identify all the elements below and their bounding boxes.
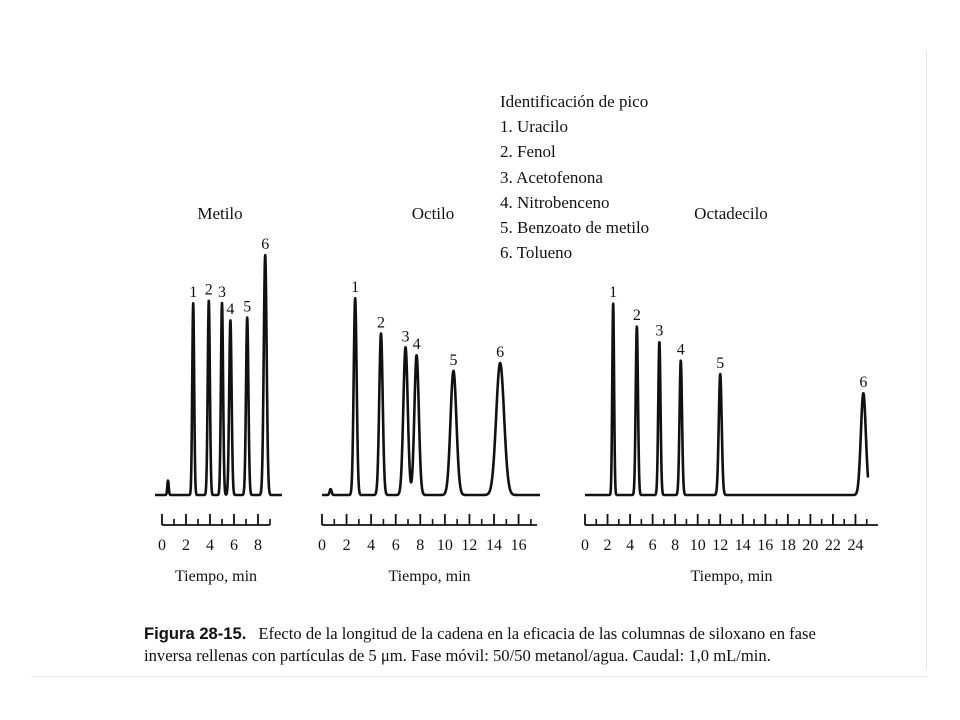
legend-title: Identificación de pico	[500, 92, 649, 111]
legend-item: 3. Acetofenona	[500, 167, 603, 187]
x-axis-label: Tiempo, min	[690, 568, 772, 585]
tick-label: 14	[735, 537, 751, 554]
peak-label: 5	[716, 355, 724, 372]
peak-label: 4	[413, 336, 421, 353]
panel-title: Metilo	[197, 204, 242, 223]
legend-item: 2. Fenol	[500, 142, 556, 162]
tick-label: 6	[230, 537, 238, 554]
x-axis-label: Tiempo, min	[388, 568, 470, 585]
tick-label: 18	[780, 537, 796, 554]
slide-edge-divider	[926, 50, 927, 670]
chromatogram-trace	[320, 296, 542, 497]
peak-label: 1	[189, 284, 197, 301]
peak-label: 6	[261, 236, 269, 253]
tick-label: 6	[649, 537, 657, 554]
slide-bottom-divider	[30, 676, 926, 677]
chromatogram-trace	[153, 253, 284, 497]
peak-label: 2	[205, 282, 213, 299]
panel-title: Octilo	[412, 204, 455, 223]
peak-label: 3	[655, 322, 663, 339]
tick-label: 12	[712, 537, 728, 554]
tick-label: 14	[486, 537, 502, 554]
tick-label: 8	[416, 537, 424, 554]
peak-label: 6	[496, 344, 504, 361]
peak-label: 3	[218, 284, 226, 301]
peak-label: 1	[609, 284, 617, 301]
x-axis-label: Tiempo, min	[175, 568, 257, 585]
peak-label: 4	[226, 301, 234, 318]
tick-label: 4	[626, 537, 634, 554]
peak-label: 1	[351, 279, 359, 296]
panel-title: Octadecilo	[694, 204, 768, 223]
tick-label: 4	[206, 537, 214, 554]
legend-item: 6. Tolueno	[500, 243, 573, 263]
caption-label: Figura 28-15.	[144, 624, 247, 643]
peak-label: 5	[449, 352, 457, 369]
peak-identification-legend: Identificación de pico 1. Uracilo 2. Fen…	[500, 89, 649, 265]
legend-item: 4. Nitrobenceno	[500, 192, 610, 212]
tick-label: 16	[511, 537, 527, 554]
caption-line-2: inversa rellenas con partículas de 5 μm.…	[144, 646, 771, 665]
tick-label: 12	[461, 537, 477, 554]
tick-label: 0	[318, 537, 326, 554]
tick-label: 2	[343, 537, 351, 554]
caption-line-1: Efecto de la longitud de la cadena en la…	[258, 624, 816, 643]
tick-label: 0	[158, 537, 166, 554]
peak-label: 4	[677, 342, 685, 359]
tick-label: 22	[825, 537, 841, 554]
tick-label: 10	[690, 537, 706, 554]
chromatogram-trace	[583, 302, 870, 497]
tick-label: 6	[392, 537, 400, 554]
tick-label: 8	[671, 537, 679, 554]
tick-label: 2	[604, 537, 612, 554]
tick-label: 4	[367, 537, 375, 554]
legend-item: 1. Uracilo	[500, 117, 568, 137]
peak-label: 2	[377, 314, 385, 331]
peak-label: 3	[402, 328, 410, 345]
peak-label: 2	[633, 307, 641, 324]
tick-label: 20	[802, 537, 818, 554]
tick-label: 24	[847, 537, 863, 554]
peak-label: 6	[859, 374, 867, 391]
legend-item: 5. Benzoato de metilo	[500, 218, 650, 238]
tick-label: 2	[182, 537, 190, 554]
tick-label: 16	[757, 537, 773, 554]
tick-label: 0	[581, 537, 589, 554]
figure-caption: Figura 28-15. Efecto de la longitud de la…	[144, 623, 904, 667]
peak-label: 5	[243, 298, 251, 315]
tick-label: 8	[254, 537, 262, 554]
tick-label: 10	[437, 537, 453, 554]
